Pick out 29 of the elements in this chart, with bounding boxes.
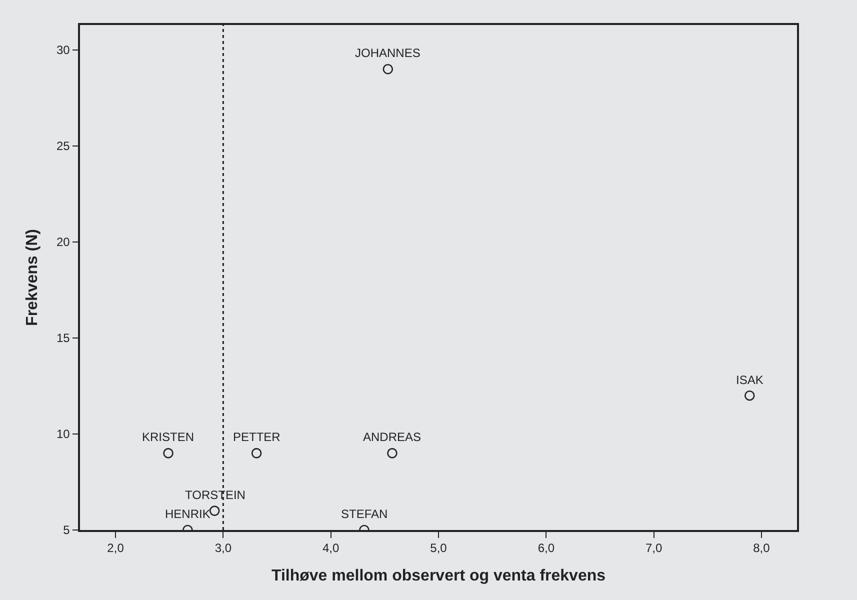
y-axis-title: Frekvens (N) <box>24 229 41 326</box>
point <box>163 448 174 458</box>
annotation: JOHANNES <box>355 46 420 60</box>
point <box>387 448 398 458</box>
y-tick-label: 30 <box>56 43 70 58</box>
x-tick-label: 6,0 <box>538 541 555 556</box>
annotation: KRISTEN <box>142 430 194 444</box>
annotation: ANDREAS <box>363 430 422 444</box>
point <box>744 390 755 401</box>
y-tick-label: 25 <box>56 139 70 154</box>
y-tick-label: 15 <box>56 331 70 346</box>
x-tick-label: 8,0 <box>753 541 770 556</box>
annotation: TORSTEIN <box>185 488 246 502</box>
x-tick-label: 7,0 <box>645 541 662 556</box>
y-tick-label: 10 <box>56 427 70 442</box>
x-tick-label: 5,0 <box>430 541 448 556</box>
x-tick-label: 3,0 <box>214 541 232 556</box>
y-tick-label: 20 <box>56 235 70 250</box>
point <box>209 506 220 516</box>
point <box>382 64 394 74</box>
annotation: STEFAN <box>341 507 388 521</box>
annotation: PETTER <box>233 430 281 444</box>
x-tick-label: 4,0 <box>322 541 340 556</box>
x-axis-title: Tilhøve mellom observert og venta frekvens <box>271 567 606 584</box>
annotation: HENRIK <box>165 507 210 521</box>
y-tick-label: 5 <box>63 523 70 538</box>
x-tick-label: 2,0 <box>107 541 124 556</box>
annotation: ISAK <box>736 373 764 387</box>
point <box>251 448 262 458</box>
